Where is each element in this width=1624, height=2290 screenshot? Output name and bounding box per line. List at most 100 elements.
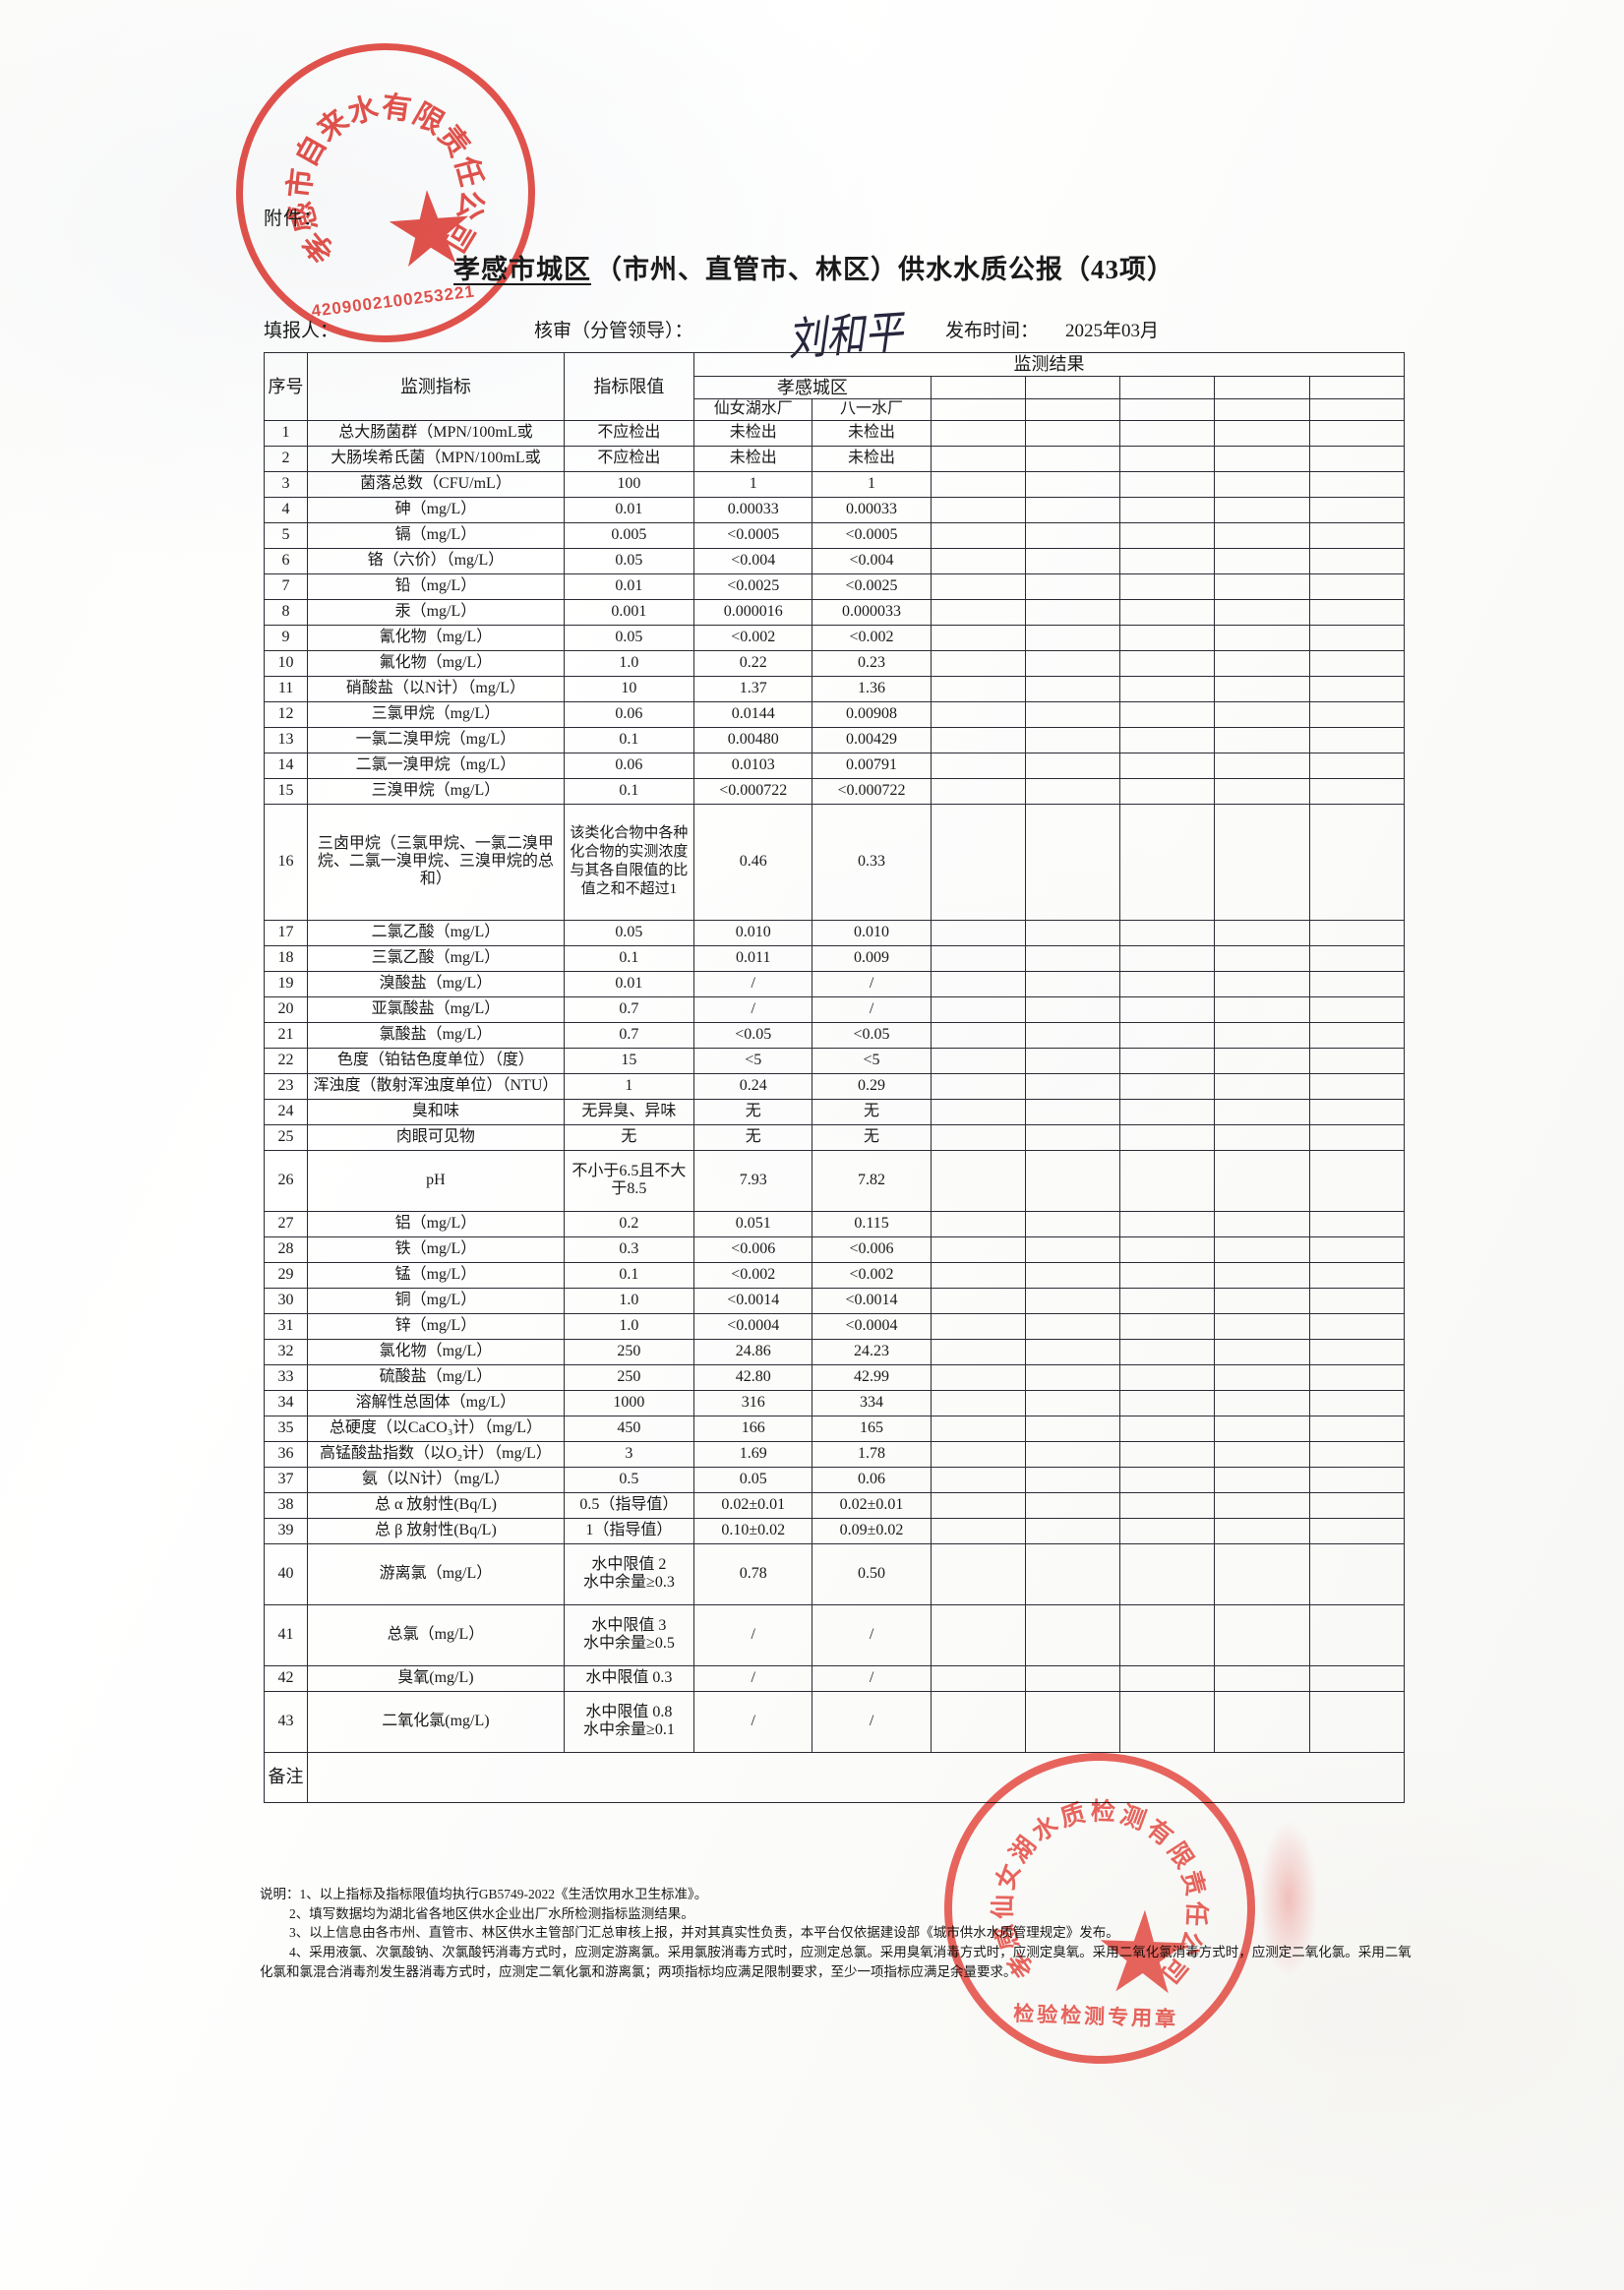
- limit-value: 不应检出: [563, 419, 695, 447]
- indicator-name: 浑浊度（散射浑浊度单位）（NTU）: [307, 1072, 565, 1100]
- table-row: 11 硝酸盐（以N计）（mg/L） 10 1.37 1.36: [263, 675, 1406, 702]
- result-empty-1: [930, 675, 1026, 702]
- th-results: 监测结果: [693, 352, 1405, 377]
- result-plant-2: 334: [812, 1389, 932, 1416]
- result-plant-2: <0.002: [812, 1261, 932, 1289]
- result-empty-5: [1308, 1047, 1406, 1074]
- row-number: 37: [263, 1466, 309, 1493]
- result-empty-4: [1214, 1210, 1310, 1237]
- th-plant-2: 八一水厂: [812, 398, 932, 421]
- result-empty-4: [1214, 1098, 1310, 1125]
- indicator-name: 镉（mg/L）: [307, 521, 565, 549]
- result-empty-2: [1024, 1072, 1121, 1100]
- result-empty-1: [930, 777, 1026, 805]
- result-empty-3: [1119, 777, 1216, 805]
- limit-value: 1000: [563, 1389, 695, 1416]
- limit-value: 0.2: [563, 1210, 695, 1237]
- indicator-name: 硫酸盐（mg/L）: [307, 1363, 565, 1391]
- result-empty-2: [1024, 970, 1121, 997]
- result-plant-1: /: [693, 970, 813, 997]
- th-empty-sub-4: [1214, 398, 1310, 421]
- limit-value: 0.005: [563, 521, 695, 549]
- result-empty-3: [1119, 1210, 1216, 1237]
- limit-value: 不小于6.5且不大于8.5: [563, 1149, 695, 1212]
- row-number: 25: [263, 1123, 309, 1151]
- result-empty-5: [1308, 496, 1406, 523]
- result-empty-5: [1308, 726, 1406, 753]
- result-empty-1: [930, 1440, 1026, 1468]
- result-empty-4: [1214, 1517, 1310, 1544]
- attachment-label: 附件：: [264, 209, 324, 229]
- result-empty-3: [1119, 1363, 1216, 1391]
- indicator-name: 锌（mg/L）: [307, 1312, 565, 1340]
- result-empty-5: [1308, 1664, 1406, 1692]
- result-plant-1: 无: [693, 1098, 813, 1125]
- result-empty-4: [1214, 1440, 1310, 1468]
- row-number: 5: [263, 521, 309, 549]
- indicator-name: 二氯乙酸（mg/L）: [307, 919, 565, 946]
- row-number: 28: [263, 1235, 309, 1263]
- result-empty-2: [1024, 1312, 1121, 1340]
- table-row: 9 氰化物（mg/L） 0.05 <0.002 <0.002: [263, 624, 1406, 651]
- row-number: 16: [263, 803, 309, 921]
- result-empty-3: [1119, 1338, 1216, 1365]
- water-quality-table-wrapper: 序号 监测指标 指标限值 监测结果 孝感城区 仙女湖水厂 八一水厂: [263, 352, 1406, 1803]
- row-number: 36: [263, 1440, 309, 1468]
- indicator-name: 亚氯酸盐（mg/L）: [307, 995, 565, 1023]
- result-empty-1: [930, 1517, 1026, 1544]
- result-empty-3: [1119, 726, 1216, 753]
- limit-value: 水中限值 3 水中余量≥0.5: [563, 1603, 695, 1666]
- indicator-name: 三卤甲烷（三氯甲烷、一氯二溴甲烷、二氯一溴甲烷、三溴甲烷的总和）: [307, 803, 565, 921]
- result-empty-3: [1119, 1021, 1216, 1049]
- indicator-name: 高锰酸盐指数（以O₂计）（mg/L）: [307, 1440, 565, 1468]
- result-empty-4: [1214, 521, 1310, 549]
- result-plant-1: 无: [693, 1123, 813, 1151]
- result-empty-5: [1308, 1440, 1406, 1468]
- row-number: 29: [263, 1261, 309, 1289]
- result-empty-5: [1308, 1287, 1406, 1314]
- table-row: 17 二氯乙酸（mg/L） 0.05 0.010 0.010: [263, 919, 1406, 946]
- result-empty-1: [930, 1664, 1026, 1692]
- result-empty-2: [1024, 1047, 1121, 1074]
- result-empty-3: [1119, 1047, 1216, 1074]
- row-number: 34: [263, 1389, 309, 1416]
- result-empty-2: [1024, 726, 1121, 753]
- result-empty-4: [1214, 1466, 1310, 1493]
- result-plant-2: <5: [812, 1047, 932, 1074]
- table-row: 34 溶解性总固体（mg/L） 1000 316 334: [263, 1389, 1406, 1416]
- table-head: 序号 监测指标 指标限值 监测结果 孝感城区 仙女湖水厂 八一水厂: [263, 352, 1406, 421]
- result-empty-5: [1308, 521, 1406, 549]
- result-empty-4: [1214, 649, 1310, 677]
- result-plant-2: 未检出: [812, 419, 932, 447]
- row-number: 41: [263, 1603, 309, 1666]
- row-number: 13: [263, 726, 309, 753]
- result-empty-2: [1024, 1690, 1121, 1753]
- limit-value: 250: [563, 1338, 695, 1365]
- result-empty-2: [1024, 1440, 1121, 1468]
- result-empty-1: [930, 726, 1026, 753]
- seal-char: 水: [344, 90, 382, 131]
- result-empty-3: [1119, 752, 1216, 779]
- result-empty-1: [930, 1072, 1026, 1100]
- result-empty-5: [1308, 1542, 1406, 1605]
- seal-char: 水: [1027, 1811, 1063, 1847]
- limit-value: 无异臭、异味: [563, 1098, 695, 1125]
- result-empty-5: [1308, 1123, 1406, 1151]
- result-plant-1: <5: [693, 1047, 813, 1074]
- title-region: 孝感市城区: [453, 255, 591, 284]
- result-empty-2: [1024, 700, 1121, 728]
- result-empty-4: [1214, 419, 1310, 447]
- result-empty-2: [1024, 496, 1121, 523]
- result-empty-2: [1024, 919, 1121, 946]
- result-plant-2: 0.000033: [812, 598, 932, 626]
- result-empty-3: [1119, 419, 1216, 447]
- result-empty-5: [1308, 1603, 1406, 1666]
- result-empty-4: [1214, 970, 1310, 997]
- limit-value: 100: [563, 470, 695, 498]
- result-empty-2: [1024, 1664, 1121, 1692]
- result-plant-1: <0.0004: [693, 1312, 813, 1340]
- th-empty-sub-5: [1308, 398, 1406, 421]
- metadata-row: 填报人： 核审（分管领导）： 刘和平 发布时间： 2025年03月: [264, 305, 1405, 366]
- row-number: 27: [263, 1210, 309, 1237]
- result-plant-1: /: [693, 1690, 813, 1753]
